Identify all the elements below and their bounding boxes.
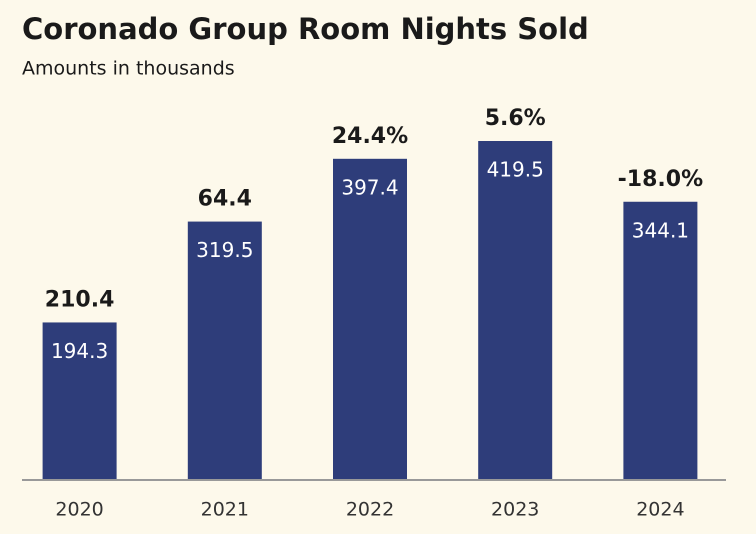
bar xyxy=(333,158,407,479)
annotation: 5.6% xyxy=(485,106,546,131)
chart-subtitle: Amounts in thousands xyxy=(22,58,235,80)
data-label: 319.5 xyxy=(196,238,253,262)
x-tick-label: 2023 xyxy=(491,499,539,521)
data-label: 397.4 xyxy=(341,175,398,199)
data-label: 344.1 xyxy=(632,218,689,242)
data-label: 419.5 xyxy=(487,158,544,182)
chart-title: Coronado Group Room Nights Sold xyxy=(22,12,589,46)
annotation: 210.4 xyxy=(45,287,115,312)
bar xyxy=(187,221,262,479)
bar xyxy=(478,141,553,479)
data-label: 194.3 xyxy=(51,339,108,363)
annotation: -18.0% xyxy=(618,167,703,192)
x-tick-label: 2022 xyxy=(346,499,394,521)
x-tick-label: 2020 xyxy=(55,499,103,521)
annotation: 24.4% xyxy=(332,124,408,149)
bar xyxy=(42,322,117,479)
bar xyxy=(623,201,698,479)
annotation: 64.4 xyxy=(198,187,252,212)
x-tick-label: 2021 xyxy=(201,499,249,521)
x-tick-label: 2024 xyxy=(636,499,684,521)
